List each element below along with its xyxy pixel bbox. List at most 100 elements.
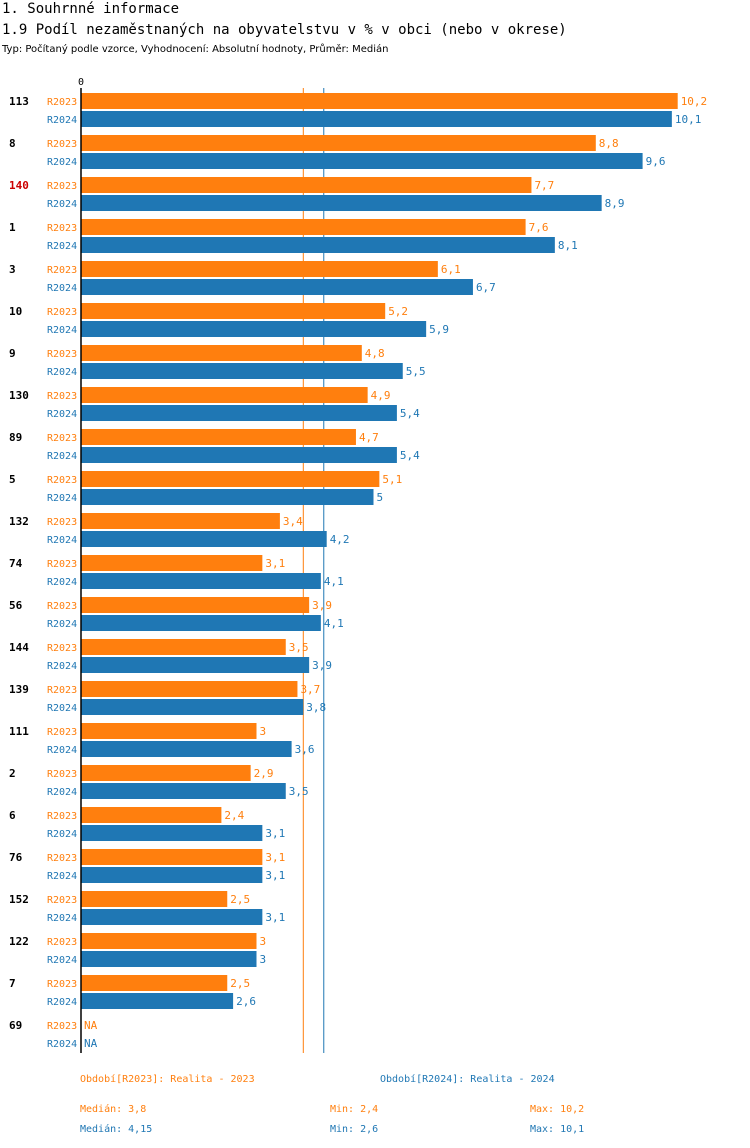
series-label-r2023: R2023 — [47, 895, 77, 906]
category-label: 5 — [9, 473, 16, 486]
chart-subtitle: Typ: Počítaný podle vzorce, Vyhodnocení:… — [2, 44, 389, 55]
series-label-r2023: R2023 — [47, 559, 77, 570]
series-label-r2024: R2024 — [47, 325, 77, 336]
data-label-r2024: 5,4 — [400, 449, 420, 462]
legend-r2023-median: Medián: 3,8 — [80, 1104, 147, 1115]
series-label-r2024: R2024 — [47, 409, 77, 420]
series-label-r2024: R2024 — [47, 787, 77, 798]
data-label-r2024: 3,8 — [306, 701, 326, 714]
series-label-r2023: R2023 — [47, 601, 77, 612]
bar-r2023 — [81, 303, 386, 319]
bar-r2024 — [81, 111, 672, 127]
bar-r2024 — [81, 783, 286, 799]
bar-r2024 — [81, 321, 427, 337]
data-label-r2023: 3,1 — [265, 557, 285, 570]
series-label-r2023: R2023 — [47, 223, 77, 234]
category-label: 1 — [9, 221, 16, 234]
bar-r2023 — [81, 597, 310, 613]
series-label-r2024: R2024 — [47, 115, 77, 126]
category-label: 7 — [9, 977, 16, 990]
bar-r2024 — [81, 573, 321, 589]
series-label-r2023: R2023 — [47, 1021, 77, 1032]
series-label-r2024: R2024 — [47, 619, 77, 630]
data-label-r2024: 5,4 — [400, 407, 420, 420]
data-label-r2024: 3,1 — [265, 869, 285, 882]
bar-r2024 — [81, 195, 602, 211]
bar-r2024 — [81, 405, 397, 421]
data-label-r2023: 4,9 — [371, 389, 391, 402]
category-label: 76 — [9, 851, 23, 864]
data-label-r2024: 3 — [260, 953, 267, 966]
series-label-r2024: R2024 — [47, 1039, 77, 1050]
series-label-r2023: R2023 — [47, 727, 77, 738]
bar-r2024 — [81, 741, 292, 757]
series-label-r2024: R2024 — [47, 577, 77, 588]
series-label-r2024: R2024 — [47, 661, 77, 672]
series-label-r2024: R2024 — [47, 157, 77, 168]
series-label-r2024: R2024 — [47, 241, 77, 252]
series-label-r2023: R2023 — [47, 265, 77, 276]
axis-zero-label: 0 — [78, 77, 84, 88]
category-label: 69 — [9, 1019, 22, 1032]
legend-r2023-max: Max: 10,2 — [530, 1104, 585, 1115]
data-label-r2023: 7,7 — [534, 179, 554, 192]
legend-r2023-min: Min: 2,4 — [330, 1104, 379, 1115]
bar-r2023 — [81, 219, 526, 235]
bar-r2023 — [81, 891, 228, 907]
category-label: 139 — [9, 683, 29, 696]
bar-r2023 — [81, 555, 263, 571]
series-label-r2024: R2024 — [47, 829, 77, 840]
series-label-r2024: R2024 — [47, 493, 77, 504]
category-label: 10 — [9, 305, 22, 318]
data-label-r2023: 6,1 — [441, 263, 461, 276]
bar-r2023 — [81, 975, 228, 991]
data-label-r2023: 3,4 — [283, 515, 303, 528]
data-label-r2024: NA — [84, 1037, 98, 1050]
data-label-r2023: 3 — [260, 725, 267, 738]
bar-r2023 — [81, 345, 362, 361]
data-label-r2024: 8,1 — [558, 239, 578, 252]
bar-r2023 — [81, 387, 368, 403]
series-label-r2023: R2023 — [47, 979, 77, 990]
bar-r2023 — [81, 933, 257, 949]
series-label-r2024: R2024 — [47, 745, 77, 756]
bar-r2024 — [81, 951, 257, 967]
data-label-r2023: 5,1 — [382, 473, 402, 486]
category-label: 132 — [9, 515, 29, 528]
chart-title: 1.9 Podíl nezaměstnaných na obyvatelstvu… — [2, 22, 567, 38]
series-label-r2023: R2023 — [47, 181, 77, 192]
bar-r2023 — [81, 429, 356, 445]
data-label-r2024: 4,1 — [324, 617, 344, 630]
data-label-r2024: 3,6 — [295, 743, 315, 756]
data-label-r2023: 7,6 — [529, 221, 549, 234]
category-label: 111 — [9, 725, 29, 738]
series-label-r2024: R2024 — [47, 367, 77, 378]
data-label-r2023: 3 — [260, 935, 267, 948]
category-label: 2 — [9, 767, 16, 780]
bar-r2024 — [81, 699, 304, 715]
bar-r2023 — [81, 849, 263, 865]
bar-r2024 — [81, 615, 321, 631]
category-label: 56 — [9, 599, 23, 612]
data-label-r2023: 3,5 — [289, 641, 309, 654]
bar-r2023 — [81, 513, 280, 529]
data-label-r2023: 5,2 — [388, 305, 408, 318]
section-title: 1. Souhrnné informace — [2, 1, 180, 17]
series-label-r2024: R2024 — [47, 283, 77, 294]
legend-r2024-max: Max: 10,1 — [530, 1124, 585, 1135]
category-label: 3 — [9, 263, 16, 276]
data-label-r2024: 3,1 — [265, 911, 285, 924]
bar-r2024 — [81, 447, 397, 463]
data-label-r2023: 4,8 — [365, 347, 385, 360]
data-label-r2023: 3,1 — [265, 851, 285, 864]
series-label-r2023: R2023 — [47, 937, 77, 948]
bar-r2023 — [81, 135, 596, 151]
series-label-r2023: R2023 — [47, 139, 77, 150]
data-label-r2023: 2,9 — [254, 767, 274, 780]
bar-r2024 — [81, 489, 374, 505]
category-label: 89 — [9, 431, 22, 444]
legend-r2024-min: Min: 2,6 — [330, 1124, 379, 1135]
data-label-r2023: 2,5 — [230, 977, 250, 990]
bar-r2024 — [81, 993, 234, 1009]
